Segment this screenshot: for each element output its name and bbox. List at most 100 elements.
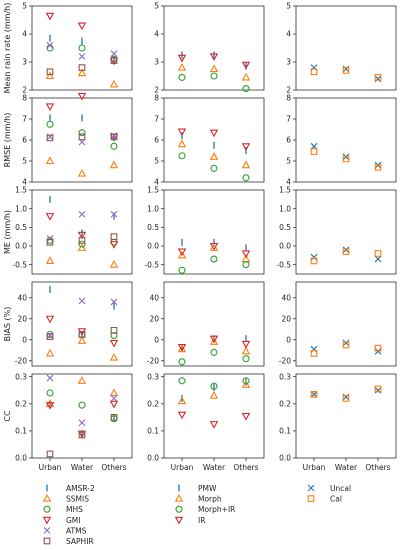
point-ssmis	[45, 399, 55, 407]
y-tick-label: 8	[286, 94, 291, 103]
panel-3-0: -20 0 20 40 BIAS (%)	[3, 281, 133, 367]
legend-label: GMI	[66, 516, 81, 525]
point-morph	[209, 64, 219, 73]
legend-label: Uncal	[330, 484, 351, 493]
point-ir	[177, 54, 187, 63]
y-tick-label: 0.0	[147, 242, 159, 251]
legend-marker-mhs	[43, 505, 51, 513]
point-saphir	[78, 64, 86, 71]
panel-1-1: 4 5 6 7 8	[154, 94, 265, 187]
point-cal	[342, 395, 350, 402]
y-tick-label: 4	[286, 178, 291, 187]
point-uncal	[310, 345, 318, 353]
point-ssmis	[109, 79, 119, 88]
plot-frame	[163, 189, 265, 275]
point-morph-ir	[242, 174, 250, 182]
y-tick-label: 8	[154, 94, 159, 103]
point-gmi	[109, 400, 119, 409]
legend-label: MHS	[66, 505, 83, 514]
y-tick-label: 0.1	[147, 427, 159, 436]
point-ssmis	[109, 388, 119, 397]
y-tick-label: 4	[154, 178, 159, 187]
x-tick-label: Others	[365, 463, 390, 472]
y-tick-label: -20	[15, 356, 27, 365]
point-uncal	[342, 393, 350, 401]
panel-0-0: 2 3 4 5 Mean rain rate (mm/h)	[3, 2, 133, 95]
legend-marker-gmi	[42, 516, 52, 525]
y-tick-label: -0.5	[144, 260, 159, 269]
legend-marker-morph-ir	[175, 505, 183, 513]
y-axis-label: ME (mm/h)	[3, 210, 12, 254]
point-atms	[110, 394, 118, 402]
point-morph-ir	[178, 152, 186, 160]
point-gmi	[77, 231, 87, 240]
panel-2-2: -0.5 0.0 0.5 1.0 1.5	[276, 186, 397, 275]
y-tick-label: 5	[286, 2, 291, 11]
y-tick-label: 1.0	[147, 204, 159, 213]
point-saphir	[46, 333, 54, 340]
y-tick-label: 40	[149, 293, 159, 302]
point-saphir	[78, 237, 86, 244]
point-morph	[241, 346, 251, 355]
legend-label: SAPHIR	[66, 537, 94, 546]
point-ir	[241, 61, 251, 70]
point-gmi	[77, 92, 87, 101]
point-morph	[177, 396, 187, 405]
y-tick-label: 0	[286, 335, 291, 344]
point-morph	[241, 72, 251, 81]
point-morph-ir	[178, 377, 186, 385]
point-mhs	[46, 120, 54, 128]
point-cal	[310, 350, 318, 357]
point-saphir	[110, 57, 118, 64]
y-tick-label: 5	[154, 157, 159, 166]
legend-label: Morph	[198, 495, 222, 504]
point-morph-ir	[210, 255, 218, 263]
point-ssmis	[77, 376, 87, 384]
y-tick-label: 2	[22, 86, 27, 95]
point-gmi	[77, 22, 87, 31]
y-tick-label: 5	[154, 2, 159, 11]
point-saphir	[46, 68, 54, 76]
y-tick-label: 8	[22, 94, 27, 103]
plot-frame	[163, 97, 265, 183]
point-cal	[374, 344, 382, 352]
point-cal	[342, 67, 350, 74]
point-ir	[241, 143, 251, 151]
x-tick-label: Others	[233, 463, 258, 472]
point-saphir	[46, 450, 54, 458]
legend-label: Cal	[330, 495, 342, 504]
plot-frame	[295, 97, 397, 183]
y-tick-label: 3	[286, 58, 291, 67]
panel-4-1: 0.0 0.1 0.2 0.3 Urban Water Others	[147, 372, 265, 472]
point-atms	[78, 210, 86, 218]
point-ssmis	[109, 352, 119, 361]
point-uncal	[374, 161, 382, 169]
point-ssmis	[45, 156, 55, 165]
y-tick-label: 5	[22, 2, 27, 11]
y-tick-label: 0.2	[15, 400, 27, 409]
point-uncal	[342, 153, 350, 161]
point-mhs	[78, 44, 86, 52]
point-atms	[110, 210, 118, 218]
legend-marker-saphir	[43, 537, 51, 545]
y-tick-label: 5	[286, 157, 291, 166]
point-ssmis	[109, 260, 119, 268]
point-ssmis	[77, 336, 87, 344]
point-ssmis	[77, 68, 87, 77]
point-atms	[78, 53, 86, 60]
y-axis-label: Mean rain rate (mm/h)	[3, 3, 12, 94]
point-saphir	[110, 326, 118, 334]
point-saphir	[46, 238, 54, 246]
point-ir	[209, 242, 219, 251]
point-atms	[46, 235, 54, 242]
point-ir	[241, 340, 251, 349]
point-gmi	[45, 103, 55, 112]
point-morph	[241, 380, 251, 388]
x-tick-label: Urban	[303, 463, 326, 472]
point-saphir	[78, 331, 86, 338]
y-tick-label: 0.0	[279, 242, 291, 251]
point-ir	[209, 335, 219, 344]
point-ir	[177, 128, 187, 137]
y-tick-label: 0.1	[279, 427, 291, 436]
legend-label: ATMS	[66, 526, 87, 535]
